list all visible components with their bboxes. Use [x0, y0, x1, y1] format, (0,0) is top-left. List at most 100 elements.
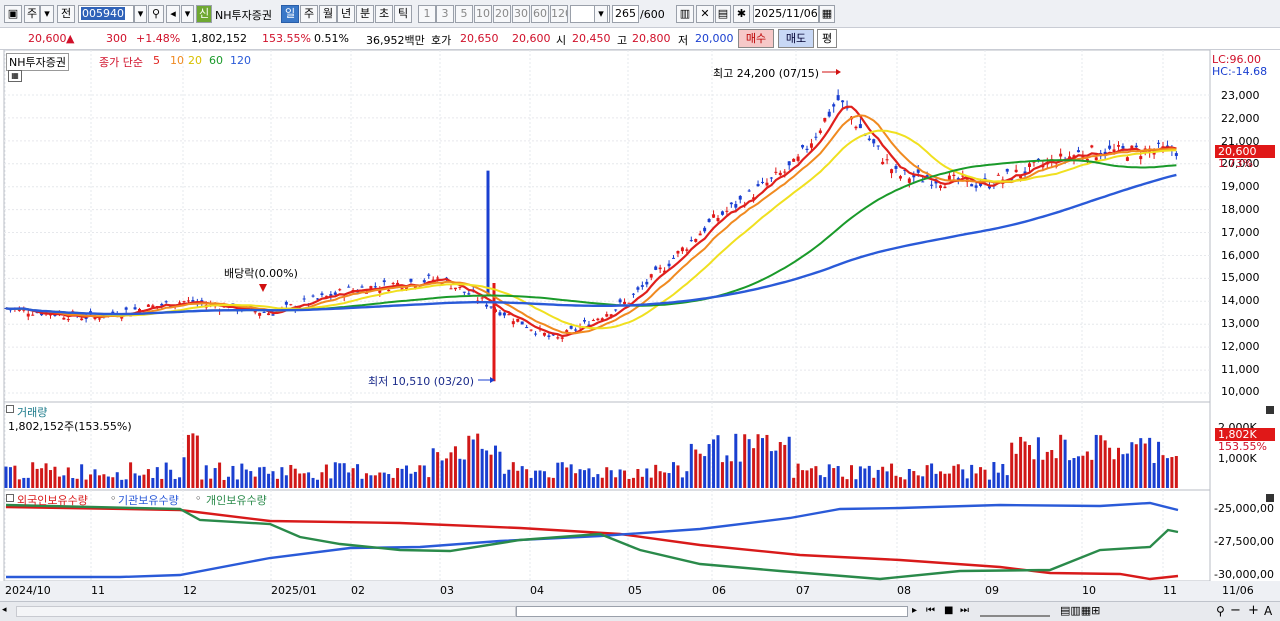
low-annotation: 최저 10,510 (03/20)	[368, 375, 475, 388]
calendar-icon[interactable]: ▦	[819, 5, 835, 23]
candle-body	[1108, 145, 1112, 149]
avg-button[interactable]: 평	[817, 29, 837, 48]
interval-button-120[interactable]: 120	[550, 5, 568, 23]
candle-body	[267, 313, 271, 316]
interval-button-60[interactable]: 60	[531, 5, 549, 23]
volume-bar	[1103, 440, 1107, 488]
volume-panel-box[interactable]	[6, 405, 14, 413]
zoom-in-icon[interactable]: +	[1248, 603, 1259, 618]
change-value: 300	[106, 32, 127, 45]
market-dropdown-icon[interactable]: ▾	[40, 5, 54, 23]
zoom-slider[interactable]	[980, 606, 1050, 617]
volume-bar	[676, 465, 680, 488]
scrollbar-track[interactable]	[16, 606, 516, 617]
interval-button-30[interactable]: 30	[512, 5, 530, 23]
volume-bar	[912, 471, 916, 488]
candle-body	[832, 104, 836, 107]
volume-bar	[364, 473, 368, 488]
interval-button-20[interactable]: 20	[493, 5, 511, 23]
price-axis-label: 16,000	[1221, 248, 1260, 262]
market-select[interactable]: 주	[24, 5, 40, 23]
save-icon[interactable]: ▤	[715, 5, 731, 23]
speaker-icon[interactable]: ◂	[166, 5, 180, 23]
legend-ma120: 120	[230, 54, 251, 67]
candle-body	[316, 298, 319, 300]
table-icon[interactable]: ▦	[8, 70, 22, 82]
candle-body	[867, 138, 871, 141]
volume-bar	[191, 433, 195, 488]
volume-bar	[445, 458, 449, 488]
date-input[interactable]: 2025/11/06	[753, 5, 819, 23]
speaker-dropdown-icon[interactable]: ▾	[181, 5, 194, 23]
forward-icon[interactable]: ⏭	[960, 605, 969, 616]
candle-body	[324, 295, 328, 297]
code-dropdown-icon[interactable]: ▾	[134, 5, 147, 23]
volume-bar	[235, 479, 239, 488]
type-select[interactable]: 전	[57, 5, 75, 23]
count-input[interactable]: 265	[612, 5, 639, 23]
candle-body	[756, 184, 760, 187]
period-button-5[interactable]: 초	[375, 5, 393, 23]
buy-button[interactable]: 매수	[738, 29, 774, 48]
font-size-icon[interactable]: A	[1264, 604, 1273, 618]
period-button-4[interactable]: 분	[356, 5, 374, 23]
period-button-3[interactable]: 년	[337, 5, 355, 23]
code-input[interactable]: 005940	[78, 5, 134, 23]
period-button-1[interactable]: 주	[300, 5, 318, 23]
holdings-panel-box[interactable]	[6, 494, 14, 502]
date-axis-label: 10	[1082, 584, 1096, 597]
holdings-panel-close-icon[interactable]	[1266, 494, 1274, 502]
scrollbar-thumb[interactable]	[516, 606, 908, 617]
scroll-left-icon[interactable]: ◂	[2, 605, 7, 615]
volume-bar	[1063, 439, 1067, 488]
high-arrow-head	[836, 69, 841, 75]
high-label: 고	[617, 34, 628, 47]
volume-bar	[195, 435, 199, 488]
draw-tool-icon[interactable]: ✕	[696, 5, 714, 23]
price-axis-label: 13,000	[1221, 317, 1260, 330]
period-button-0[interactable]: 일	[281, 5, 299, 23]
sell-button[interactable]: 매도	[778, 29, 814, 48]
volume-bar	[792, 477, 796, 488]
zoom-out-icon[interactable]: −	[1230, 603, 1241, 618]
interval-button-3[interactable]: 3	[436, 5, 454, 23]
interval-button-1[interactable]: 1	[418, 5, 436, 23]
view-tools-icon[interactable]: ▤▥▦⊞	[1060, 604, 1101, 617]
volume-bar	[778, 442, 782, 488]
candle-body	[542, 332, 546, 336]
volume-bar	[102, 474, 106, 488]
interval-button-10[interactable]: 10	[474, 5, 492, 23]
volume-bar	[471, 439, 475, 488]
volume-bar	[841, 476, 845, 488]
zoom-search-icon[interactable]: ⚲	[1216, 604, 1225, 618]
volume-bar	[876, 469, 880, 488]
period-button-2[interactable]: 월	[319, 5, 337, 23]
volume-bar	[974, 473, 978, 488]
candle-body	[453, 287, 457, 290]
volume-bar	[569, 464, 573, 488]
candle-body	[485, 304, 489, 307]
window-icon[interactable]: ▣	[4, 5, 22, 23]
gear-icon[interactable]: ✱	[733, 5, 750, 23]
period-button-6[interactable]: 틱	[394, 5, 412, 23]
volume-bar	[31, 462, 35, 488]
volume-bar	[284, 475, 288, 488]
chart-type-icon[interactable]: ▥	[676, 5, 694, 23]
candle-body	[364, 292, 368, 294]
interval-button-5[interactable]: 5	[455, 5, 473, 23]
rewind-icon[interactable]: ⏮	[926, 605, 935, 616]
stop-icon[interactable]: ■	[944, 605, 954, 616]
candle-body	[738, 195, 742, 200]
volume-bar	[712, 439, 716, 488]
scroll-right-icon[interactable]: ▸	[912, 605, 918, 616]
candle-body	[560, 337, 564, 339]
search-icon[interactable]: ⚲	[148, 5, 164, 23]
candle-body	[516, 318, 520, 322]
candle-body	[654, 266, 658, 270]
volume-panel-close-icon[interactable]	[1266, 406, 1274, 414]
volume-bar	[231, 465, 235, 488]
candle-body	[814, 136, 818, 138]
interval-dropdown-icon[interactable]: ▾	[594, 5, 608, 23]
candle-body	[761, 181, 764, 183]
volume-bar	[66, 467, 70, 488]
